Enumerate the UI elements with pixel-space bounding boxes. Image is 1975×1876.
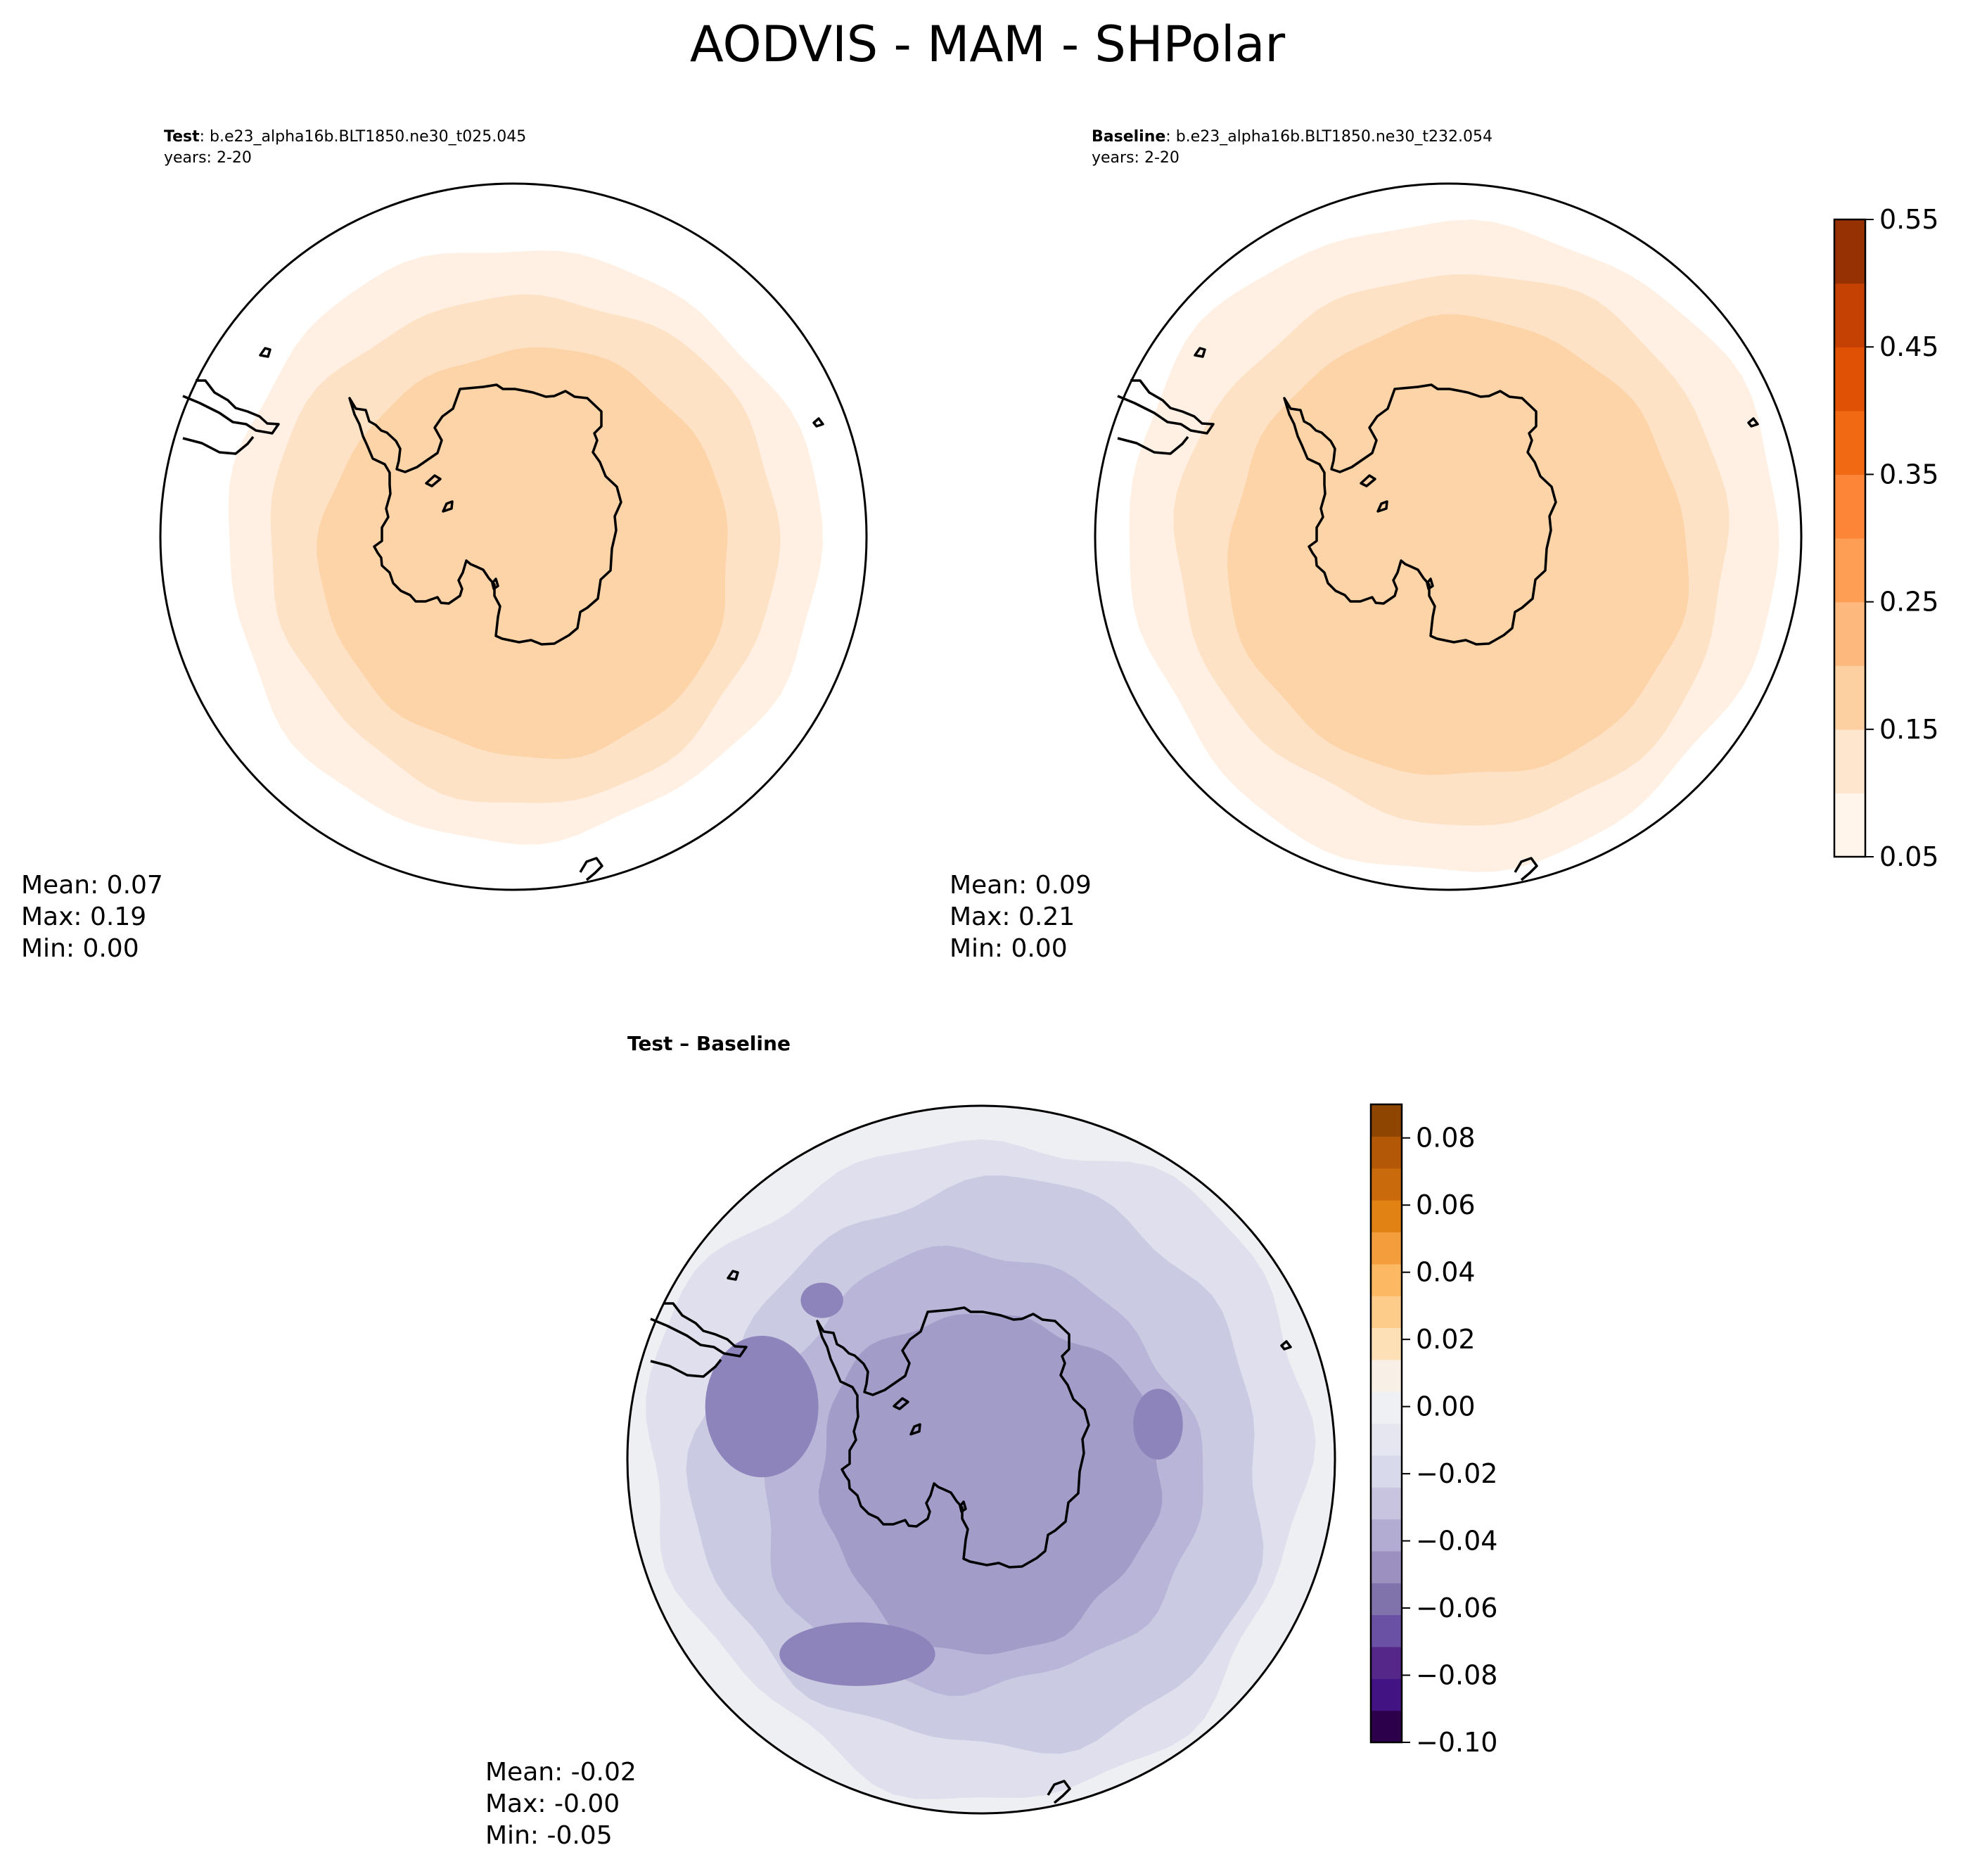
test-stats: Mean: 0.07 Max: 0.19 Min: 0.00 — [21, 869, 163, 964]
test-map — [159, 182, 868, 891]
test-map-boundary — [159, 182, 868, 891]
colorbar-segment — [1371, 1455, 1402, 1488]
colorbar-segment — [1834, 665, 1865, 730]
baseline-years: years: 2-20 — [1092, 149, 1180, 167]
colorbar-segment — [1371, 1487, 1402, 1520]
colorbar-segment — [1371, 1710, 1402, 1743]
test-stat-min: Min: 0.00 — [21, 934, 139, 963]
colorbar-segment — [1371, 1583, 1402, 1616]
baseline-stat-mean: Mean: 0.09 — [950, 871, 1092, 900]
colorbar-segment — [1371, 1200, 1402, 1232]
colorbar-segment — [1834, 474, 1865, 539]
colorbar-segment — [1371, 1423, 1402, 1456]
contour-band — [1133, 1389, 1183, 1460]
baseline-stat-max: Max: 0.21 — [950, 902, 1075, 931]
colorbar-segment — [1371, 1232, 1402, 1265]
contour-band — [317, 347, 728, 759]
colorbar-tick-label: 0.35 — [1879, 459, 1939, 490]
colorbar-tick-label: −0.06 — [1416, 1593, 1497, 1623]
diff-stat-mean: Mean: -0.02 — [485, 1758, 637, 1787]
baseline-case-name: : b.e23_alpha16b.BLT1850.ne30_t232.054 — [1165, 128, 1493, 146]
colorbar-segment — [1834, 283, 1865, 347]
colorbar-tick-label: −0.08 — [1416, 1660, 1497, 1691]
baseline-label: Baseline — [1092, 128, 1166, 146]
test-contours — [160, 184, 867, 890]
colorbar-segment — [1834, 601, 1865, 666]
test-stat-max: Max: 0.19 — [21, 902, 147, 931]
baseline-map — [1094, 182, 1803, 891]
colorbar-segment — [1371, 1168, 1402, 1201]
diff-map — [626, 1104, 1336, 1815]
colorbar-segment — [1371, 1136, 1402, 1169]
colorbar-tick-label: 0.55 — [1879, 204, 1939, 235]
colorbar-segment — [1371, 1678, 1402, 1711]
diff-colorbar: 0.08 0.06 0.04 0.02 0.00 −0.02 −0.04 −0.06 −0.08… — [1369, 1103, 1497, 1758]
colorbar-segment — [1834, 729, 1865, 793]
diff-map-boundary — [626, 1104, 1336, 1815]
colorbar-segment — [1371, 1614, 1402, 1647]
figure-title: AODVIS - MAM - SHPolar — [689, 15, 1286, 73]
colorbar-frame — [1833, 218, 1867, 858]
diff-panel-title: Test – Baseline — [627, 1032, 791, 1055]
contour-band — [1227, 314, 1689, 775]
colorbar-tick-label: 0.45 — [1879, 331, 1939, 362]
colorbar-segment — [1834, 793, 1865, 857]
test-stat-mean: Mean: 0.07 — [21, 871, 163, 900]
test-case-name: : b.e23_alpha16b.BLT1850.ne30_t025.045 — [199, 128, 527, 146]
colorbar-tick-label: 0.08 — [1416, 1123, 1476, 1154]
colorbar-segment — [1834, 219, 1865, 284]
colorbar-frame — [1369, 1103, 1403, 1744]
colorbar-tick-label: −0.04 — [1416, 1526, 1497, 1557]
contour-band — [779, 1622, 935, 1686]
colorbar-tick-label: 0.02 — [1416, 1324, 1476, 1355]
diff-stat-min: Min: -0.05 — [485, 1821, 613, 1850]
baseline-stats: Mean: 0.09 Max: 0.21 Min: 0.00 — [950, 869, 1092, 964]
contour-band — [800, 1282, 843, 1318]
colorbar-segment — [1371, 1327, 1402, 1360]
colorbar-segment — [1371, 1646, 1402, 1679]
colorbar-segment — [1834, 410, 1865, 475]
colorbar-tick-label: 0.04 — [1416, 1257, 1476, 1288]
colorbar-tick-label: 0.06 — [1416, 1189, 1476, 1220]
baseline-panel-title: Baseline: b.e23_alpha16b.BLT1850.ne30_t2… — [1092, 127, 1493, 169]
baseline-contours — [1095, 184, 1801, 890]
diff-stat-max: Max: -0.00 — [485, 1789, 620, 1818]
colorbar-segment — [1371, 1550, 1402, 1583]
test-label: Test — [164, 128, 200, 146]
diff-stats: Mean: -0.02 Max: -0.00 Min: -0.05 — [485, 1756, 637, 1851]
colorbar-segment — [1371, 1263, 1402, 1296]
colorbar-segment — [1371, 1104, 1402, 1137]
colorbar-segment — [1371, 1296, 1402, 1329]
test-panel-title: Test: b.e23_alpha16b.BLT1850.ne30_t025.0… — [164, 127, 526, 169]
diff-contours — [627, 1106, 1335, 1813]
colorbar-tick-label: 0.00 — [1416, 1391, 1476, 1422]
colorbar-tick-label: −0.02 — [1416, 1458, 1497, 1489]
baseline-stat-min: Min: 0.00 — [950, 934, 1068, 963]
colorbar-tick-label: 0.15 — [1879, 714, 1939, 745]
test-years: years: 2-20 — [164, 149, 252, 167]
colorbar-tick-label: 0.05 — [1879, 841, 1939, 872]
colorbar-segment — [1834, 538, 1865, 603]
colorbar-segment — [1371, 1519, 1402, 1552]
colorbar-segment — [1371, 1359, 1402, 1392]
baseline-map-boundary — [1094, 182, 1803, 891]
colorbar-tick-label: −0.10 — [1416, 1727, 1497, 1758]
colorbar-tick-label: 0.25 — [1879, 587, 1939, 618]
colorbar-segment — [1834, 347, 1865, 411]
colorbar-segment — [1371, 1391, 1402, 1424]
contour-band — [705, 1335, 819, 1478]
abs-colorbar: 0.05 0.15 0.25 0.35 0.45 0.55 — [1833, 204, 1939, 872]
